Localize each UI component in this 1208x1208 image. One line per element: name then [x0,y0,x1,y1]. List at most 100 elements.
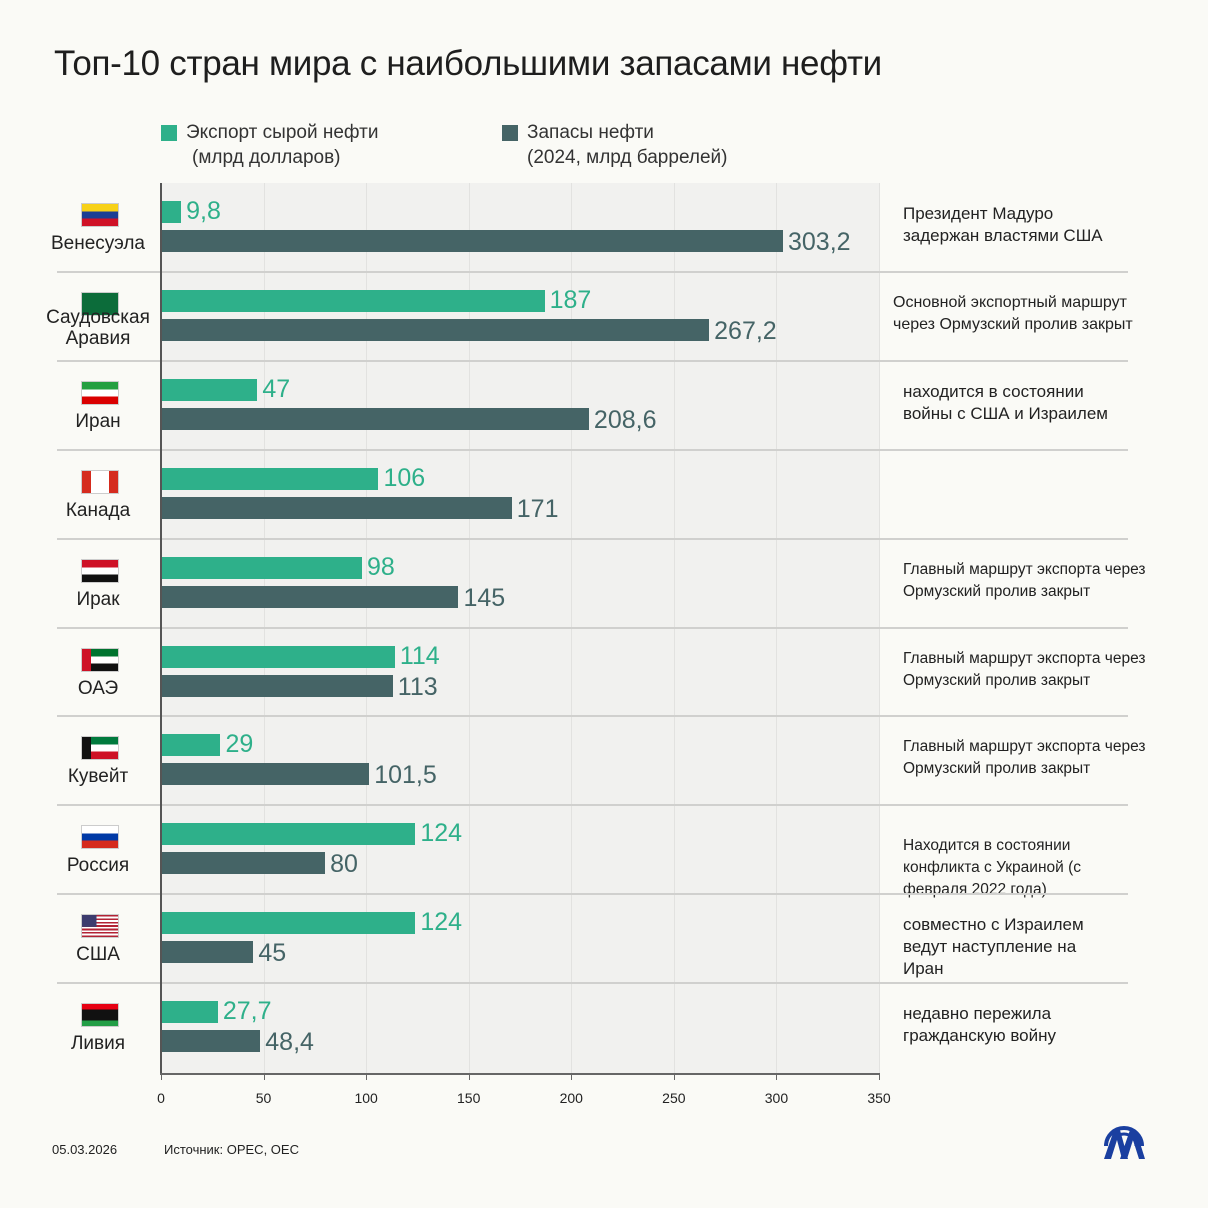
flag-venezuela [81,203,119,227]
bar-export [161,289,545,312]
bar-export [161,467,379,490]
x-tick [263,1073,265,1080]
x-tick-label: 350 [867,1090,891,1106]
country-note: Президент Мадуро задержан властями США [903,204,1103,245]
country-note: недавно пережила гражданскую войну [903,1004,1057,1046]
date: 05.03.2026 [52,1142,118,1157]
country-note: Находится в состоянии конфликта с Украин… [903,837,1082,899]
bar-export [161,378,258,401]
x-tick-label: 100 [354,1090,378,1106]
x-tick [366,1073,368,1080]
bar-export [161,645,395,668]
row-separator [57,715,1128,718]
x-tick-label: 200 [559,1090,583,1106]
bar-export [161,201,182,223]
country-label: ОАЭ [77,677,119,699]
row-separator [57,982,1128,985]
row-separator [57,626,1128,629]
country-label: США [76,944,120,966]
value-label-reserves: 171 [516,494,559,523]
value-label-export: 106 [383,463,426,492]
bar-reserves [161,318,710,341]
source: Источник: OPEC, OEC [164,1142,299,1157]
flag-usa [81,914,119,939]
country-label: Ирак [76,588,120,610]
row-separator [57,804,1128,807]
value-label-export: 27,7 [222,997,272,1026]
flag-uae [81,647,119,672]
legend-reserves-line1: Запасы нефти [527,122,654,143]
row-separator [57,359,1128,362]
x-tick-label: 0 [157,1090,165,1106]
value-label-export: 114 [399,641,440,670]
bar-reserves [161,496,512,519]
value-label-export: 98 [367,552,395,581]
x-tick [571,1073,573,1080]
legend-reserves-line2: (2024, млрд баррелей) [527,147,728,168]
flag-canada [81,469,119,494]
row-separator [57,448,1128,451]
country-label: Кувейт [67,766,129,788]
row-separator [57,270,1128,273]
bar-reserves [161,852,326,875]
country-label: Канада [65,499,131,521]
chart-title: Топ-10 стран мира с наибольшими запасами… [54,44,882,83]
x-tick [673,1073,675,1080]
country-label: Иран [75,410,121,432]
x-tick-label: 50 [255,1090,272,1106]
x-tick [161,1073,162,1080]
legend-swatch-export [161,125,177,141]
row-separator [57,893,1128,896]
bar-export [161,1001,218,1024]
x-tick [879,1073,880,1080]
country-label: Венесуэла [50,233,146,254]
bar-reserves [161,763,370,786]
flag-iran [81,380,119,405]
x-tick-label: 300 [764,1090,789,1106]
bar-reserves [161,407,589,430]
flag-kuwait [81,736,119,761]
flag-iraq [81,558,119,583]
value-label-reserves: 45 [258,939,287,968]
value-label-reserves: 113 [397,672,438,701]
x-tick-label: 150 [457,1090,481,1106]
y-axis [160,183,162,1075]
legend-swatch-reserves [502,125,518,141]
bar-reserves [161,230,783,252]
country-note: находится в состоянии войны с США и Изра… [903,381,1108,423]
bar-export [161,734,221,757]
country-note: Главный маршрут экспорта через Ормузский… [903,560,1146,600]
value-label-reserves: 101,5 [374,761,437,790]
value-label-export: 124 [420,819,463,848]
bar-reserves [161,1030,261,1053]
value-label-export: 9,8 [186,197,221,225]
legend-export-line2: (млрд долларов) [192,147,341,168]
value-label-export: 29 [225,730,254,759]
country-note: Главный маршрут экспорта через Ормузский… [903,649,1146,689]
x-axis [160,1073,880,1075]
value-label-reserves: 145 [463,583,506,612]
country-label: Ливия [70,1033,126,1055]
country-note: совместно с Израилем ведут наступление н… [903,915,1084,979]
legend-export: Экспорт сырой нефти (млрд долларов) [186,120,378,170]
value-label-reserves: 208,6 [593,405,657,434]
flag-russia [81,825,119,850]
country-note: Основной экспортный маршрут через Ормузс… [893,293,1133,333]
bar-export [161,823,416,846]
flag-saudi-arabia [81,291,119,316]
flag-libya [81,1003,119,1028]
value-label-reserves: 267,2 [714,316,777,345]
x-tick-label: 250 [662,1090,686,1106]
country-label: Саудовская Аравия [46,306,150,349]
value-label-export: 47 [262,374,291,403]
bar-reserves [161,674,393,697]
x-tick [776,1073,778,1080]
value-label-reserves: 48,4 [265,1028,314,1057]
x-tick [468,1073,470,1080]
value-label-reserves: 80 [330,850,358,879]
bar-export [161,556,363,579]
bar-reserves [161,585,459,608]
aa-logo [1104,1126,1145,1159]
bar-reserves [161,941,254,964]
